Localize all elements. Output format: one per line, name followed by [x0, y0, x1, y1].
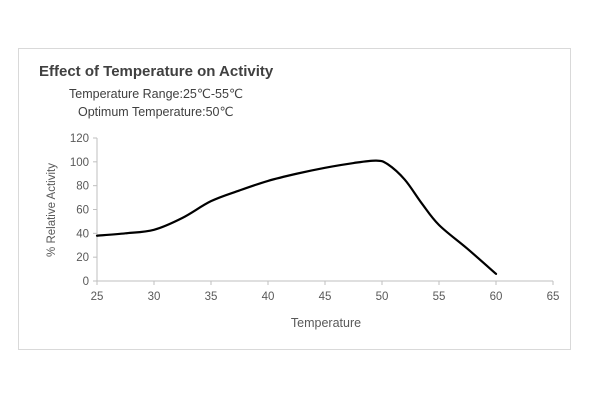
annotation-optimum-temperature: Optimum Temperature:50℃: [78, 105, 234, 119]
x-tick-label: 25: [91, 291, 104, 303]
y-tick-label: 60: [76, 205, 89, 217]
chart-frame: [18, 48, 571, 350]
chart-title: Effect of Temperature on Activity: [39, 63, 274, 80]
y-tick-label: 40: [76, 228, 89, 240]
x-tick-label: 40: [262, 291, 275, 303]
y-tick-label: 80: [76, 181, 89, 193]
ticks-layer: 0 20 40 60 80 100 120 25 30 35 40 45 50 55 60 65: [70, 133, 560, 303]
y-tick-label: 120: [70, 133, 89, 145]
x-tick-label: 60: [490, 291, 503, 303]
x-tick-label: 30: [148, 291, 161, 303]
series-layer: [95, 159, 498, 275]
x-tick-label: 65: [547, 291, 560, 303]
x-tick-label: 35: [205, 291, 218, 303]
series-line: [95, 159, 498, 275]
x-tick-label: 50: [376, 291, 389, 303]
x-axis-label: Temperature: [291, 316, 361, 330]
y-axis-label: % Relative Activity: [46, 163, 58, 257]
x-tick-label: 55: [433, 291, 446, 303]
axes-layer: [96, 138, 553, 282]
y-tick-label: 100: [70, 157, 89, 169]
annotation-temperature-range: Temperature Range:25℃-55℃: [69, 87, 243, 101]
y-tick-label: 0: [83, 276, 89, 288]
x-tick-label: 45: [319, 291, 332, 303]
y-tick-label: 20: [76, 252, 89, 264]
